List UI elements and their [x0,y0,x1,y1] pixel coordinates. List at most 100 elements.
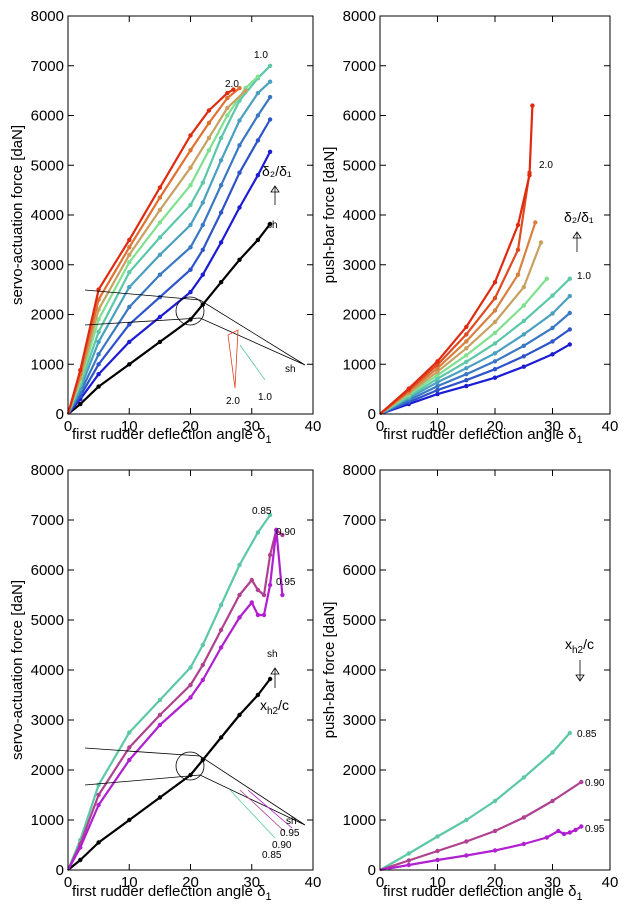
data-point [492,295,498,301]
y-tick-label: 7000 [31,58,64,75]
data-point [492,848,498,853]
data-point [237,85,242,91]
data-point [218,645,224,650]
data-point [464,353,469,358]
data-point [127,270,132,275]
data-point [435,857,440,863]
data-point [435,369,440,374]
arrow-down-icon [575,660,585,682]
data-point [237,170,242,175]
data-point [157,220,163,225]
x-tick-label: 30 [544,874,561,891]
x-tick-label: 30 [243,418,260,435]
data-point [188,202,193,208]
data-point [544,276,549,281]
series-line-7 [66,89,247,415]
data-point [261,592,267,598]
x-tick-label: 40 [305,418,322,435]
panel-bottom-right: 0 10 20 30 40 0 1000 2000 3000 4000 5000 6000 7000 80… [321,462,618,903]
data-point [464,346,469,351]
data-point [127,237,132,243]
y-tick-label: 5000 [31,612,64,629]
data-point [157,697,163,703]
x-tick-label: 0 [376,874,384,891]
y-tick-label: 5000 [343,157,376,174]
data-point [96,317,101,322]
data-point [538,240,544,245]
data-point [435,380,440,385]
inset-label-1-0: 1.0 [258,392,272,403]
data-point [567,327,572,332]
data-point [157,185,163,190]
data-point [78,368,83,373]
series-line-0 [379,732,571,871]
data-point [200,677,205,683]
data-point [255,74,261,79]
data-point [188,222,193,228]
data-point [188,267,193,272]
data-point [521,303,526,308]
label-ratio: δ₂/δ₁ [262,163,292,179]
data-point [267,552,273,558]
data-point [435,373,440,378]
data-point [157,795,163,800]
data-point [464,332,469,337]
data-point [237,143,242,148]
y-tick-label: 0 [368,406,376,423]
data-point [78,845,83,850]
x-tick-label: 0 [376,418,384,435]
x-tick-label: 30 [544,418,561,435]
data-point [550,311,555,316]
data-point [237,205,242,210]
data-point [492,798,498,804]
inset-label-sh: sh [286,816,297,827]
y-tick-label: 1000 [31,356,64,373]
data-point [96,339,101,345]
data-point [249,600,254,605]
y-tick-label: 8000 [343,462,376,479]
x-tick-label: 0 [64,418,72,435]
data-point [464,372,469,377]
data-point [521,318,526,324]
data-point [464,817,469,823]
data-point [96,362,101,367]
data-point [127,260,132,265]
y-tick-label: 6000 [31,108,64,125]
x-tick-label: 40 [602,874,619,891]
data-point [127,730,132,735]
data-point [267,94,273,100]
data-point [157,272,163,277]
series-line-6 [66,75,259,415]
data-point [567,293,572,299]
y-tick-label: 3000 [343,712,376,729]
data-point [157,722,163,728]
data-point [521,841,526,847]
label-0-95: 0.95 [276,577,296,588]
data-point [567,730,572,736]
data-point [255,90,261,96]
series-line-3 [379,295,571,415]
data-point [255,113,261,118]
data-point [274,527,279,533]
data-point [464,839,469,844]
y-tick-label: 8000 [31,462,64,479]
data-point [267,221,273,227]
label-x-ratio: xh2/c [260,697,289,717]
ticks-layer: 0 10 20 30 40 0 1000 2000 3000 4000 5000 6000 7000 80… [31,8,322,435]
data-point [188,289,193,295]
data-point [237,712,242,718]
data-point [521,354,526,359]
data-point [579,779,584,785]
data-point [127,304,132,310]
panel-top-right: 0 10 20 30 40 0 1000 2000 3000 4000 5000 6000 7000 80… [321,8,618,446]
x-axis-label: first rudder deflection angle δ1 [383,883,583,903]
label-2-0: 2.0 [225,79,239,90]
data-point [206,135,212,141]
data-point [255,692,261,698]
data-point [255,173,261,178]
label-0-90: 0.90 [276,527,296,538]
data-point [237,257,242,262]
data-point [157,294,163,300]
series-line-4 [379,277,571,415]
x-tick-label: 0 [64,874,72,891]
